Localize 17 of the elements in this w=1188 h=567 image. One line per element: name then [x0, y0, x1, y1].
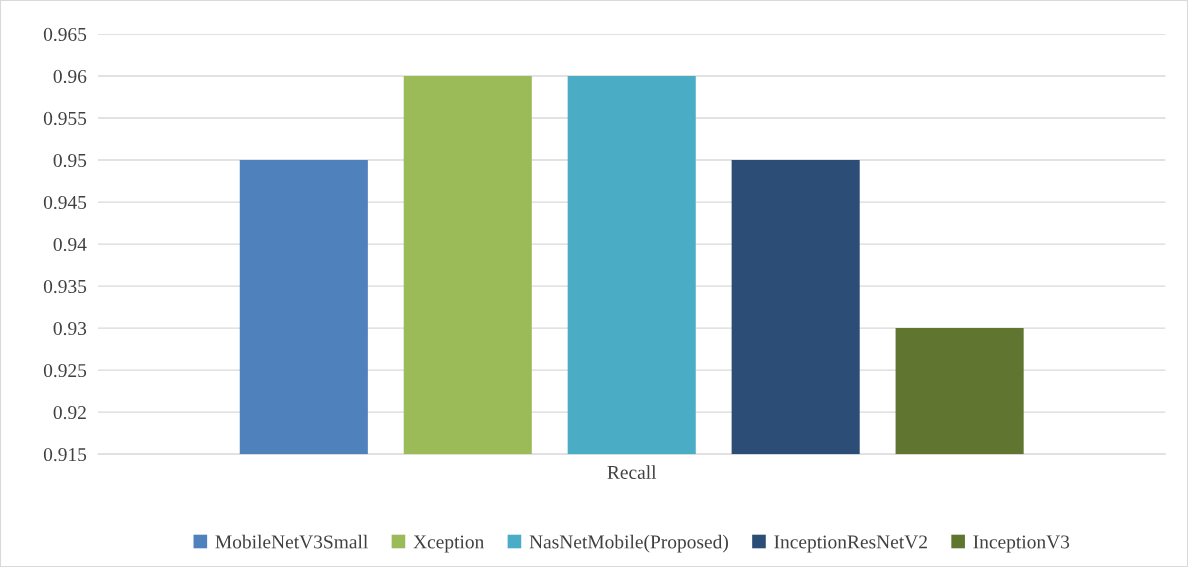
legend-label: NasNetMobile(Proposed)	[529, 534, 728, 553]
y-tick-label: 0.945	[43, 195, 87, 210]
legend-label: MobileNetV3Small	[215, 534, 368, 549]
y-tick-label: 0.95	[53, 153, 87, 168]
legend-label: InceptionV3	[973, 535, 1070, 553]
y-tick-label: 0.915	[43, 447, 87, 462]
y-tick-label: 0.92	[53, 405, 86, 420]
y-tick-label: 0.925	[43, 363, 87, 378]
legend-label: InceptionResNetV2	[774, 535, 927, 553]
y-tick-label: 0.96	[53, 69, 87, 84]
y-tick-label: 0.935	[43, 279, 87, 294]
y-tick-label: 0.94	[53, 237, 87, 252]
y-tick-label: 0.93	[53, 321, 87, 336]
y-tick-label: 0.955	[43, 111, 87, 126]
legend-label: Xception	[413, 535, 484, 553]
y-tick-label: 0.965	[43, 27, 87, 42]
x-tick-label: Recall	[607, 465, 657, 479]
